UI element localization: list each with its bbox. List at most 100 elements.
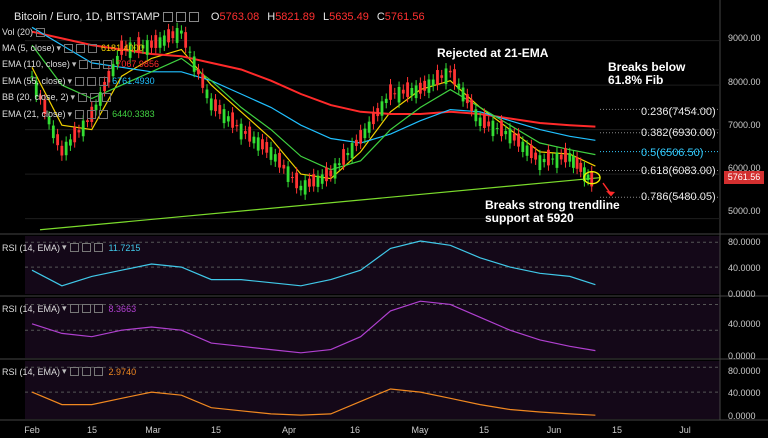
eye-icon[interactable] — [69, 367, 79, 376]
candle-body — [299, 185, 303, 191]
close-icon[interactable] — [103, 59, 113, 69]
close-icon[interactable] — [99, 109, 109, 119]
chevron-down-icon[interactable]: ▾ — [62, 242, 67, 252]
indicator-label: EMA (55, close) — [2, 76, 66, 86]
indicator-ema110[interactable]: EMA (110, close) ▾ 7067.9856 — [2, 58, 159, 70]
eye-icon[interactable] — [64, 43, 74, 53]
candle-body — [197, 69, 200, 75]
eye-icon[interactable] — [75, 109, 85, 119]
candle-body — [538, 155, 542, 171]
settings-icon[interactable] — [87, 109, 97, 119]
rsi-panel-3-label[interactable]: RSI (14, EMA) ▾ 2.9740 — [2, 366, 136, 377]
x-tick: 15 — [86, 425, 98, 435]
rsi3-tick: 40.0000 — [728, 388, 761, 398]
close-icon[interactable] — [93, 304, 103, 313]
candle-body — [367, 121, 371, 133]
candle-body — [252, 136, 256, 144]
eye-icon[interactable] — [162, 12, 173, 22]
settings-icon[interactable] — [81, 367, 91, 376]
settings-icon[interactable] — [76, 43, 86, 53]
x-tick: 16 — [349, 425, 361, 435]
candle-body — [487, 121, 491, 127]
candle-body — [431, 79, 435, 86]
indicator-bb[interactable]: BB (20, close, 2) ▾ — [2, 91, 112, 103]
chevron-down-icon[interactable]: ▾ — [62, 303, 67, 313]
chevron-down-icon[interactable]: ▾ — [67, 108, 73, 119]
x-tick: Feb — [24, 425, 40, 435]
chevron-down-icon[interactable]: ▾ — [67, 75, 73, 86]
candle-body — [171, 31, 175, 39]
chevron-down-icon[interactable]: ▾ — [56, 42, 62, 53]
eye-icon[interactable] — [75, 76, 85, 86]
candle-body — [504, 130, 508, 135]
settings-icon[interactable] — [175, 12, 186, 22]
candle-body — [508, 128, 512, 144]
candle-body — [64, 141, 68, 156]
chevron-down-icon[interactable]: ▾ — [70, 91, 76, 102]
close-icon[interactable] — [102, 92, 112, 102]
close-label: C — [376, 11, 385, 23]
indicator-ma5[interactable]: MA (5, close) ▾ 6181.4000 — [2, 42, 144, 54]
candle-body — [440, 75, 444, 78]
rsi-line-1 — [31, 240, 596, 287]
indicator-volume[interactable]: Vol (20) — [2, 26, 46, 38]
candle-body — [73, 127, 77, 143]
close-value: 5761.56 — [384, 11, 425, 23]
indicator-value: 7067.9856 — [116, 59, 159, 69]
candle-body — [380, 101, 384, 116]
fib-label-0236: 0.236(7454.00) — [641, 106, 716, 118]
candle-body — [436, 70, 439, 86]
close-icon[interactable] — [93, 243, 103, 252]
indicator-ema55[interactable]: EMA (55, close) ▾ 6761.4930 — [2, 75, 155, 87]
candle-body — [145, 40, 149, 55]
settings-icon[interactable] — [36, 27, 46, 37]
candle-body — [150, 40, 153, 48]
eye-icon[interactable] — [69, 243, 79, 252]
candle-body — [534, 152, 538, 160]
rsi-panel-2-label[interactable]: RSI (14, EMA) ▾ 8.3663 — [2, 303, 136, 314]
close-icon[interactable] — [188, 12, 199, 22]
candle-body — [448, 70, 452, 73]
y-tick: 9000.00 — [728, 33, 761, 43]
candle-body — [243, 131, 247, 134]
candle-body — [30, 76, 34, 78]
rsi-panel-1-label[interactable]: RSI (14, EMA) ▾ 11.7215 — [2, 242, 140, 253]
symbol-title: Bitcoin / Euro, 1D, BITSTAMP — [14, 11, 160, 23]
eye-icon[interactable] — [69, 304, 79, 313]
candle-body — [158, 37, 162, 48]
x-tick: Apr — [281, 425, 297, 435]
candle-body — [86, 120, 89, 122]
candle-body — [333, 163, 337, 179]
settings-icon[interactable] — [91, 59, 101, 69]
rsi-label: RSI (14, EMA) — [2, 303, 61, 314]
indicator-ema21[interactable]: EMA (21, close) ▾ 6440.3383 — [2, 108, 155, 120]
candle-body — [192, 56, 196, 72]
series-line-ma-5-close- — [31, 48, 596, 180]
settings-icon[interactable] — [81, 243, 91, 252]
candle-body — [465, 94, 469, 104]
rsi-value: 11.7215 — [108, 242, 141, 253]
candle-body — [133, 47, 136, 49]
candle-body — [329, 170, 333, 177]
chevron-down-icon[interactable]: ▾ — [62, 366, 67, 376]
eye-icon[interactable] — [78, 92, 88, 102]
open-label: O — [210, 11, 220, 23]
candle-body — [265, 142, 269, 153]
close-icon[interactable] — [99, 76, 109, 86]
candle-body — [77, 130, 81, 133]
settings-icon[interactable] — [90, 92, 100, 102]
settings-icon[interactable] — [81, 304, 91, 313]
candle-body — [103, 81, 106, 92]
chevron-down-icon[interactable]: ▾ — [71, 58, 77, 69]
candle-body — [372, 111, 375, 125]
indicator-label: BB (20, close, 2) — [2, 92, 69, 102]
close-icon[interactable] — [93, 367, 103, 376]
settings-icon[interactable] — [87, 76, 97, 86]
close-icon[interactable] — [88, 43, 98, 53]
candle-body — [278, 152, 281, 168]
eye-icon[interactable] — [79, 59, 89, 69]
candle-body — [60, 145, 64, 156]
high-label: H — [267, 11, 276, 23]
